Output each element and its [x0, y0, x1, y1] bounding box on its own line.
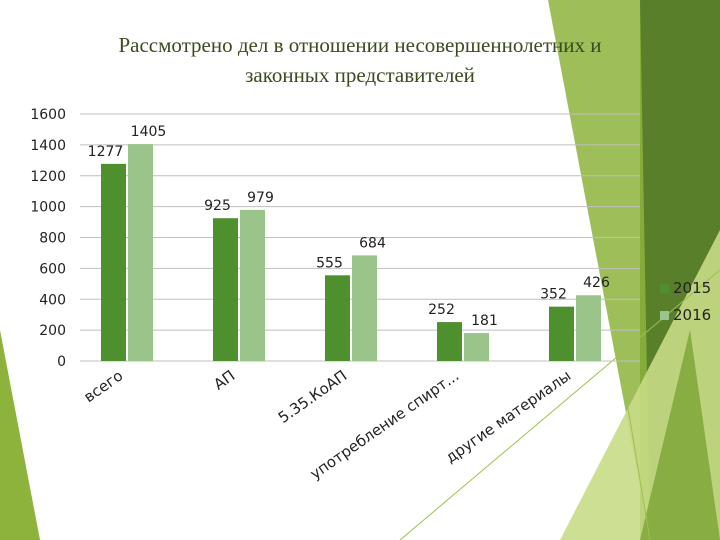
- legend-swatch-2016: [660, 311, 669, 320]
- y-tick-label: 1200: [30, 169, 66, 185]
- y-tick-label: 200: [39, 323, 66, 339]
- data-label: 1277: [88, 144, 124, 160]
- bar-2016-1: [240, 209, 265, 361]
- data-label: 252: [428, 302, 455, 318]
- y-tick-label: 1600: [30, 107, 66, 123]
- y-tick-label: 1400: [30, 138, 66, 154]
- bar-2015-0: [101, 163, 126, 361]
- deco-line-1: [559, 0, 651, 540]
- legend-label: 2016: [673, 306, 711, 324]
- data-label: 181: [471, 313, 498, 329]
- y-tick-label: 600: [39, 261, 66, 277]
- y-tick-label: 800: [39, 231, 66, 247]
- bar-2016-2: [352, 255, 377, 361]
- left-bottom-triangle: [0, 330, 40, 540]
- category-label: АП: [210, 367, 238, 394]
- data-label: 925: [204, 198, 231, 214]
- bar-2016-0: [128, 144, 153, 361]
- slide-title: Рассмотрено дел в отношении несовершенно…: [60, 30, 660, 90]
- legend-label: 2015: [673, 279, 711, 297]
- title-line-1: Рассмотрено дел в отношении несовершенно…: [118, 33, 602, 57]
- category-label: 5.35.КоАП: [275, 367, 350, 427]
- data-label: 979: [247, 190, 274, 206]
- y-tick-label: 400: [39, 292, 66, 308]
- bar-2015-3: [437, 322, 462, 361]
- category-label: всего: [80, 367, 126, 407]
- bar-2015-4: [549, 306, 574, 361]
- bar-2016-4: [576, 295, 601, 361]
- bar-2015-2: [325, 275, 350, 361]
- right-mid-triangle: [548, 0, 650, 540]
- category-label: другие материалы: [442, 367, 574, 467]
- data-label: 555: [316, 255, 343, 271]
- title-line-2: законных представителей: [245, 63, 475, 87]
- legend-swatch-2015: [660, 284, 669, 293]
- bar-2015-1: [213, 218, 238, 361]
- bar-2016-3: [464, 333, 489, 361]
- data-label: 352: [540, 287, 567, 303]
- data-label: 426: [583, 275, 610, 291]
- y-tick-label: 0: [57, 354, 66, 370]
- data-label: 684: [359, 235, 386, 251]
- right-mid-shape: [640, 330, 720, 540]
- data-label: 1405: [131, 124, 167, 140]
- y-tick-label: 1000: [30, 200, 66, 216]
